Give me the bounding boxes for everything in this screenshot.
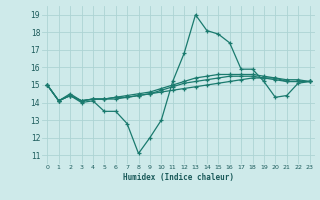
X-axis label: Humidex (Indice chaleur): Humidex (Indice chaleur) xyxy=(123,173,234,182)
